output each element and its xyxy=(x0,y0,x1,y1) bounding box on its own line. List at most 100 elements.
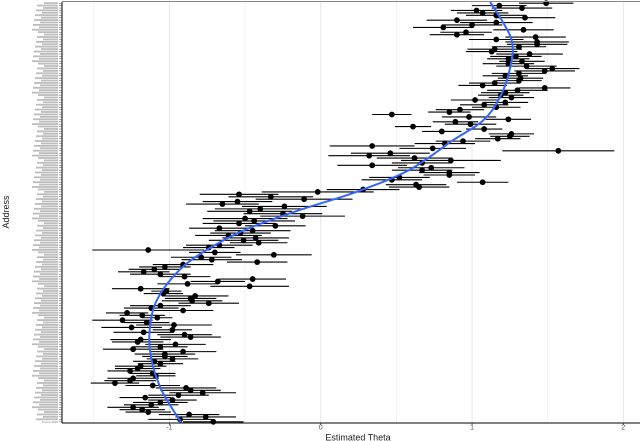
data-point xyxy=(513,53,519,60)
data-point xyxy=(419,167,426,174)
y-tick-label-illegible xyxy=(43,290,58,292)
data-point xyxy=(130,404,137,411)
y-tick-label-illegible xyxy=(33,275,58,278)
data-point xyxy=(505,55,512,62)
data-point xyxy=(541,84,548,91)
data-point xyxy=(189,297,196,304)
y-tick-label-illegible xyxy=(42,232,58,234)
y-tick-label-illegible xyxy=(34,113,58,116)
y-tick-label-illegible xyxy=(33,212,58,215)
y-tick-label-illegible xyxy=(33,338,58,341)
y-tick-label-illegible xyxy=(32,28,58,31)
y-tick-label-illegible xyxy=(43,38,58,41)
data-point xyxy=(140,268,147,275)
data-point xyxy=(494,135,501,142)
y-tick-label-illegible xyxy=(37,319,58,321)
data-point xyxy=(142,394,149,401)
y-tick-label-illegible xyxy=(38,408,58,411)
y-tick-label-illegible xyxy=(43,384,58,387)
y-tick-label-illegible xyxy=(39,403,58,406)
y-tick-label-illegible xyxy=(42,11,58,14)
y-tick-label-illegible xyxy=(36,324,58,326)
data-point xyxy=(369,143,376,149)
data-point xyxy=(134,365,141,372)
y-tick-label-illegible xyxy=(43,164,58,167)
y-tick-label-illegible xyxy=(39,309,58,312)
y-tick-label-illegible xyxy=(37,130,58,133)
y-tick-label-illegible xyxy=(37,193,58,196)
y-tick-label-illegible xyxy=(41,79,58,82)
y-tick-label-illegible xyxy=(39,278,58,280)
data-point xyxy=(210,418,217,425)
y-tick-label-illegible xyxy=(40,178,58,181)
data-point xyxy=(249,227,256,234)
y-tick-label-illegible xyxy=(35,140,58,142)
data-point xyxy=(541,68,548,74)
data-point xyxy=(446,172,453,178)
y-tick-label-illegible xyxy=(41,142,58,145)
data-point xyxy=(151,266,158,273)
y-tick-label-illegible xyxy=(39,152,58,155)
data-point xyxy=(519,5,525,11)
y-tick-label-illegible xyxy=(42,200,58,203)
y-tick-label-illegible xyxy=(32,186,58,188)
y-tick-label-illegible xyxy=(35,360,58,363)
y-tick-label-illegible xyxy=(32,154,58,157)
data-point xyxy=(299,213,306,220)
data-point xyxy=(281,203,288,210)
y-tick-label-illegible xyxy=(40,273,58,275)
data-point xyxy=(205,300,212,307)
y-tick-label-illegible xyxy=(32,374,58,377)
y-tick-label-illegible xyxy=(38,282,58,285)
y-tick-label-illegible xyxy=(43,321,58,324)
y-tick-label-illegible xyxy=(36,386,58,389)
y-tick-label-illegible xyxy=(44,33,58,36)
data-point xyxy=(211,249,218,256)
y-tick-label-illegible xyxy=(37,67,58,70)
data-point xyxy=(145,409,152,416)
data-point xyxy=(183,385,189,391)
x-tick-label: 2 xyxy=(621,425,625,432)
y-tick-label-illegible xyxy=(33,181,58,184)
data-point xyxy=(493,19,500,26)
data-point xyxy=(522,14,528,21)
y-tick-label-illegible xyxy=(35,297,58,300)
y-tick-label-illegible xyxy=(40,115,58,118)
y-tick-label-illegible xyxy=(39,183,58,186)
data-point xyxy=(481,101,488,108)
y-tick-label-illegible xyxy=(40,399,58,401)
y-tick-label-illegible xyxy=(39,246,58,249)
data-point xyxy=(143,319,150,326)
data-point xyxy=(526,51,533,57)
y-tick-label-illegible xyxy=(40,210,58,213)
x-ticks: -1 0 1 2 xyxy=(166,423,625,432)
y-axis-title: Address xyxy=(1,195,11,229)
data-point xyxy=(411,155,418,161)
y-tick-label-illegible xyxy=(41,394,58,396)
data-point xyxy=(410,123,416,130)
data-point xyxy=(134,339,141,345)
y-tick-label-illegible xyxy=(36,103,58,106)
data-point xyxy=(199,389,206,396)
y-tick-label-illegible xyxy=(38,188,58,191)
y-tick-label-illegible xyxy=(38,314,58,317)
y-tick-label-illegible xyxy=(35,108,58,111)
y-tick-label-illegible xyxy=(39,120,58,123)
data-point xyxy=(447,157,454,164)
data-point xyxy=(534,41,541,48)
y-tick-label: Trump 2019 xyxy=(42,420,58,424)
data-point xyxy=(180,307,186,314)
data-point xyxy=(532,34,539,40)
data-point xyxy=(505,116,512,123)
data-point xyxy=(181,273,188,280)
y-tick-label-illegible xyxy=(43,353,58,355)
data-point xyxy=(520,26,527,33)
y-tick-label-illegible xyxy=(37,413,58,416)
y-tick-label-illegible xyxy=(38,94,58,96)
y-tick-label-illegible xyxy=(42,389,58,392)
y-tick-label-illegible xyxy=(33,369,58,372)
y-tick-label-illegible xyxy=(35,391,58,394)
y-tick-label-illegible xyxy=(42,263,58,266)
y-tick-label-illegible xyxy=(36,229,58,232)
data-point xyxy=(469,22,475,28)
